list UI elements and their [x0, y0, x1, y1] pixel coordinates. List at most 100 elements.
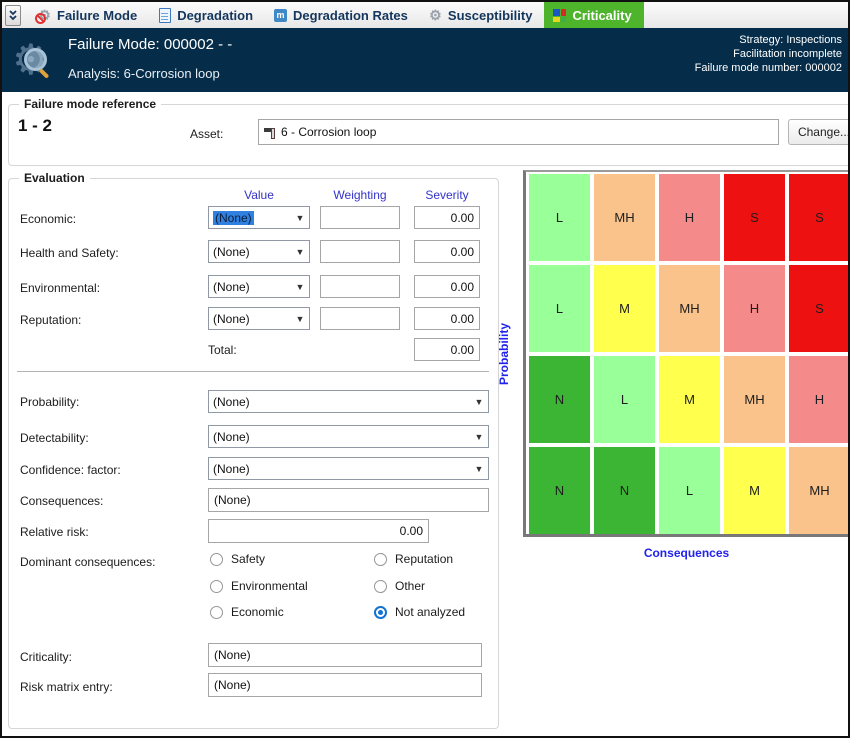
- confidence-factor-combo[interactable]: (None) ▼: [208, 457, 489, 480]
- health-safety-severity-field[interactable]: 0.00: [414, 240, 480, 263]
- radio-icon: [210, 552, 223, 566]
- environmental-severity-field[interactable]: 0.00: [414, 275, 480, 298]
- environmental-weighting-field[interactable]: [320, 275, 400, 298]
- asset-field[interactable]: 6 - Corrosion loop: [258, 119, 779, 145]
- radio-reputation[interactable]: Reputation: [374, 552, 453, 566]
- matrix-cell[interactable]: MH: [659, 265, 720, 352]
- reputation-value-combo[interactable]: (None) ▼: [208, 307, 310, 330]
- reputation-label: Reputation:: [20, 313, 82, 327]
- matrix-cell[interactable]: M: [724, 447, 785, 534]
- health-safety-value-combo[interactable]: (None) ▼: [208, 240, 310, 263]
- group-label: Evaluation: [19, 171, 90, 185]
- consequences-field[interactable]: (None): [208, 488, 489, 512]
- matrix-cell[interactable]: MH: [594, 174, 655, 261]
- chevron-down-icon[interactable]: ▼: [474, 463, 484, 474]
- radio-label: Not analyzed: [395, 605, 466, 619]
- chevron-down-icon[interactable]: ▼: [295, 212, 305, 223]
- risk-matrix-entry-label: Risk matrix entry:: [20, 680, 113, 694]
- evaluation-group: Evaluation: [8, 171, 499, 729]
- dominant-consequences-label: Dominant consequences:: [20, 555, 156, 569]
- criticality-field[interactable]: (None): [208, 643, 482, 667]
- strategy-info: Strategy: Inspections: [739, 34, 842, 46]
- radio-label: Environmental: [231, 579, 308, 593]
- record-index: 1 - 2: [18, 116, 53, 135]
- radio-label: Economic: [231, 605, 284, 619]
- matrix-cell[interactable]: MH: [789, 447, 848, 534]
- consequences-axis-label: Consequences: [643, 546, 730, 560]
- total-severity-field: 0.00: [414, 338, 480, 361]
- probability-axis-label: Probability: [497, 322, 511, 385]
- chevron-down-icon[interactable]: ▼: [474, 431, 484, 442]
- matrix-cell[interactable]: N: [529, 356, 590, 443]
- chevron-down-icon[interactable]: ▼: [295, 281, 305, 292]
- economic-label: Economic:: [20, 212, 77, 226]
- detectability-combo[interactable]: (None) ▼: [208, 425, 489, 448]
- matrix-cell[interactable]: L: [529, 174, 590, 261]
- confidence-factor-label: Confidence: factor:: [20, 463, 121, 477]
- radio-economic[interactable]: Economic: [210, 605, 284, 619]
- health-safety-weighting-field[interactable]: [320, 240, 400, 263]
- matrix-cell[interactable]: L: [659, 447, 720, 534]
- reputation-severity-field[interactable]: 0.00: [414, 307, 480, 330]
- chevron-down-icon[interactable]: ▼: [295, 246, 305, 257]
- reputation-weighting-field[interactable]: [320, 307, 400, 330]
- matrix-cell[interactable]: H: [659, 174, 720, 261]
- relative-risk-field[interactable]: 0.00: [208, 519, 429, 543]
- header-banner: ⚙ Failure Mode: 000002 - - Analysis: 6-C…: [2, 28, 848, 92]
- probability-label: Probability:: [20, 395, 80, 409]
- matrix-cell[interactable]: MH: [724, 356, 785, 443]
- radio-other[interactable]: Other: [374, 579, 425, 593]
- matrix-cell[interactable]: S: [789, 265, 848, 352]
- matrix-icon: [552, 8, 567, 23]
- tab-criticality[interactable]: Criticality: [544, 2, 644, 28]
- page-title: Failure Mode: 000002 - -: [68, 36, 233, 53]
- failure-mode-number-info: Failure mode number: 000002: [694, 62, 842, 74]
- matrix-cell[interactable]: L: [529, 265, 590, 352]
- radio-not-analyzed[interactable]: Not analyzed: [374, 605, 465, 619]
- value-column-header: Value: [244, 188, 274, 202]
- risk-matrix: L MH H S S L M MH H S N L M MH H N N L M…: [523, 170, 848, 537]
- environmental-value-combo[interactable]: (None) ▼: [208, 275, 310, 298]
- tab-label: Susceptibility: [447, 7, 533, 23]
- tab-label: Degradation: [177, 7, 254, 23]
- tab-degradation[interactable]: Degradation: [149, 2, 265, 28]
- chevron-down-icon[interactable]: ▼: [295, 313, 305, 324]
- matrix-cell[interactable]: N: [594, 447, 655, 534]
- asset-label: Asset:: [190, 127, 224, 141]
- chevron-down-icon[interactable]: ▼: [474, 396, 484, 407]
- severity-column-header: Severity: [425, 188, 469, 202]
- matrix-cell[interactable]: L: [594, 356, 655, 443]
- combo-value: (None): [213, 461, 250, 476]
- combo-value: (None): [213, 394, 250, 409]
- matrix-cell[interactable]: M: [659, 356, 720, 443]
- matrix-cell[interactable]: H: [789, 356, 848, 443]
- matrix-cell[interactable]: S: [789, 174, 848, 261]
- gear-blocked-icon: ⚙: [35, 8, 52, 24]
- matrix-cell[interactable]: H: [724, 265, 785, 352]
- gear-icon: ⚙: [429, 7, 442, 23]
- risk-matrix-grid: L MH H S S L M MH H S N L M MH H N N L M…: [526, 172, 848, 534]
- tab-degradation-rates[interactable]: m Degradation Rates: [265, 2, 420, 28]
- tab-failure-mode[interactable]: ⚙ Failure Mode: [29, 2, 149, 28]
- document-icon: [157, 7, 172, 23]
- collapse-button[interactable]: [5, 4, 21, 26]
- radio-environmental[interactable]: Environmental: [210, 579, 308, 593]
- economic-weighting-field[interactable]: [320, 206, 400, 229]
- risk-matrix-entry-field[interactable]: (None): [208, 673, 482, 697]
- radio-label: Safety: [231, 552, 266, 566]
- change-asset-button[interactable]: Change...: [788, 119, 848, 145]
- probability-combo[interactable]: (None) ▼: [208, 390, 489, 413]
- total-label: Total:: [208, 343, 237, 357]
- tab-susceptibility[interactable]: ⚙ Susceptibility: [420, 2, 545, 28]
- matrix-cell[interactable]: N: [529, 447, 590, 534]
- radio-icon: [374, 579, 387, 593]
- matrix-cell[interactable]: M: [594, 265, 655, 352]
- radio-icon: [210, 605, 223, 619]
- radio-safety[interactable]: Safety: [210, 552, 265, 566]
- economic-severity-field[interactable]: 0.00: [414, 206, 480, 229]
- matrix-cell[interactable]: S: [724, 174, 785, 261]
- environmental-label: Environmental:: [20, 281, 101, 295]
- economic-value-combo[interactable]: (None) ▼: [208, 206, 310, 229]
- health-safety-label: Health and Safety:: [20, 246, 119, 260]
